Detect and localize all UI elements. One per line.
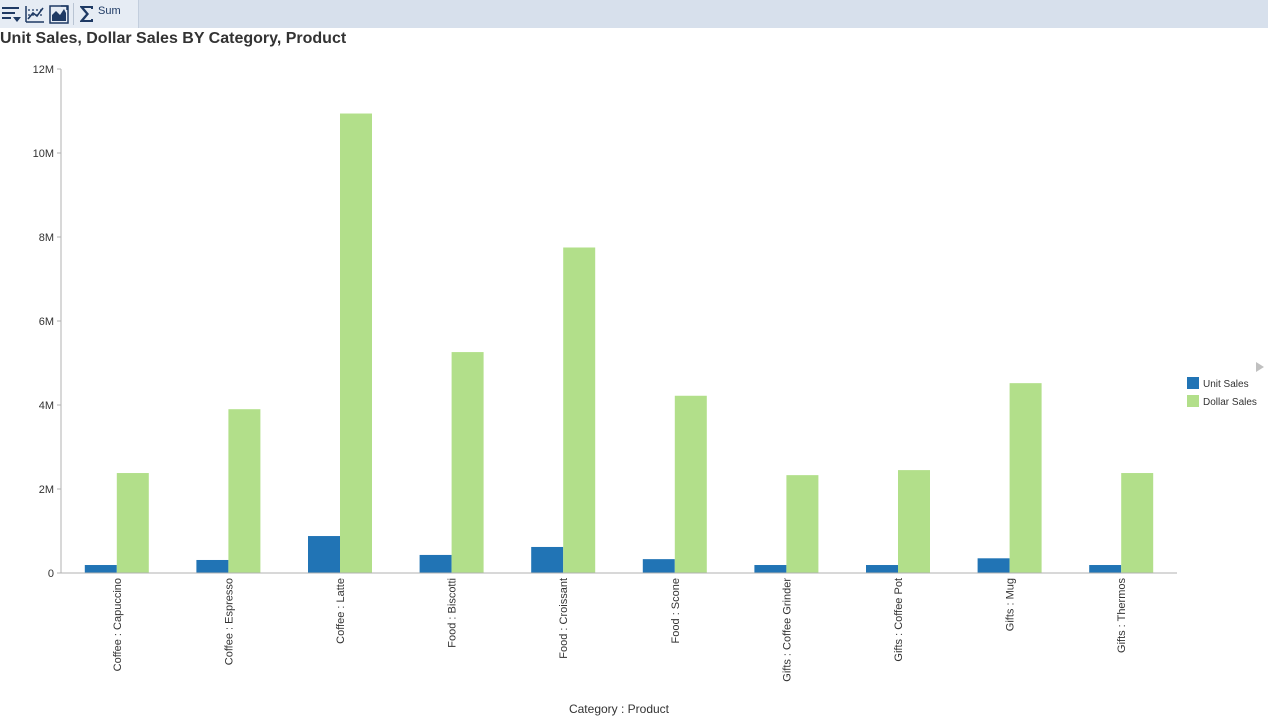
legend: Unit Sales Dollar Sales (1187, 377, 1257, 408)
chart-type-icon (49, 5, 69, 24)
legend-swatch (1187, 377, 1199, 389)
x-tick-label: Coffee : Espresso (223, 578, 235, 665)
bar-unit-sales-9[interactable] (1089, 565, 1122, 573)
plot-bars (84, 113, 1154, 574)
x-tick-label: Gifts : Thermos (1116, 578, 1128, 653)
bar-unit-sales-1[interactable] (196, 559, 229, 573)
bar-dollar-sales-4[interactable] (563, 247, 596, 574)
bar-unit-sales-7[interactable] (866, 565, 898, 573)
sort-button[interactable] (1, 3, 22, 25)
bar-dollar-sales-9[interactable] (1121, 473, 1154, 573)
x-tick-label: Gifts : Coffee Grinder (781, 578, 793, 682)
legend-scroll-arrow-icon[interactable] (1256, 362, 1264, 372)
chart-type-button[interactable] (48, 3, 70, 25)
bar-dollar-sales-7[interactable] (898, 470, 930, 573)
x-tick-label: Food : Scone (670, 578, 682, 643)
x-tick-label: Coffee : Capuccino (112, 578, 124, 671)
chart-title: Unit Sales, Dollar Sales BY Category, Pr… (0, 30, 347, 47)
chart-options-icon (25, 6, 44, 23)
legend-swatch (1187, 395, 1199, 407)
bar-dollar-sales-2[interactable] (340, 113, 372, 574)
sum-button[interactable] (77, 3, 137, 25)
toolbar-button-group: Sum (0, 0, 139, 28)
bar-unit-sales-5[interactable] (642, 559, 675, 573)
toolbar-separator (73, 3, 74, 25)
bar-unit-sales-2[interactable] (308, 536, 340, 573)
x-tick-label: Food : Biscotti (447, 578, 459, 648)
bar-dollar-sales-5[interactable] (674, 395, 707, 573)
x-tick-label: Coffee : Latte (335, 578, 347, 644)
y-axis: 0 2M 4M 6M 8M 10M 12M (33, 64, 61, 580)
y-tick-label: 2M (39, 484, 54, 496)
bar-dollar-sales-1[interactable] (228, 409, 261, 573)
legend-label: Dollar Sales (1203, 397, 1257, 408)
x-axis: Coffee : Capuccino Coffee : Espresso Coffe… (112, 578, 1128, 682)
sort-icon (2, 7, 21, 22)
bar-unit-sales-0[interactable] (84, 565, 117, 573)
sigma-icon (80, 6, 93, 22)
y-tick-label: 4M (39, 400, 54, 412)
y-tick-label: 0 (48, 568, 54, 580)
x-tick-label: Gifts : Mug (1005, 578, 1017, 631)
toolbar: Sum (0, 0, 1268, 28)
bar-dollar-sales-3[interactable] (451, 352, 484, 573)
bar-dollar-sales-8[interactable] (1009, 383, 1042, 573)
x-tick-label: Food : Croissant (558, 578, 570, 659)
y-tick-label: 12M (33, 64, 54, 76)
bar-unit-sales-4[interactable] (531, 546, 564, 573)
bar-dollar-sales-6[interactable] (786, 475, 819, 573)
y-tick-label: 8M (39, 232, 54, 244)
y-tick-label: 6M (39, 316, 54, 328)
legend-label: Unit Sales (1203, 379, 1249, 390)
y-tick-label: 10M (33, 148, 54, 160)
sum-label: Sum (98, 5, 121, 17)
bar-unit-sales-8[interactable] (977, 558, 1010, 573)
bar-dollar-sales-0[interactable] (116, 473, 149, 573)
bar-unit-sales-6[interactable] (754, 565, 787, 573)
chart-options-button[interactable] (24, 3, 46, 25)
x-axis-label: Category : Product (569, 702, 670, 716)
bar-unit-sales-3[interactable] (419, 554, 452, 573)
x-tick-label: Gifts : Coffee Pot (893, 578, 905, 662)
